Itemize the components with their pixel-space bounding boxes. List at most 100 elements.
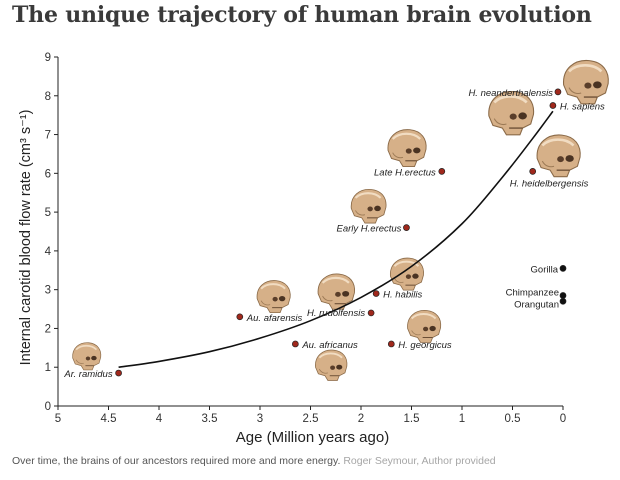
caption: Over time, the brains of our ancestors r… — [12, 455, 496, 467]
skull-au-afarensis-icon — [256, 280, 291, 314]
caption-credit: Roger Seymour, Author provided — [343, 455, 496, 467]
skull-zygomatic — [541, 160, 555, 168]
x-tick-label: 1 — [459, 413, 465, 425]
caption-text: Over time, the brains of our ancestors r… — [12, 455, 341, 467]
y-tick-label: 6 — [45, 168, 51, 180]
x-tick-label: 4 — [156, 413, 163, 425]
point-label: H. rudolfensis — [307, 308, 365, 319]
data-point — [529, 168, 537, 175]
point-label: Orangutan — [514, 299, 559, 310]
point-label: H. habilis — [383, 290, 422, 301]
point-label: H. georgicus — [398, 340, 452, 351]
data-point — [115, 369, 122, 377]
skull-eye-socket — [412, 273, 419, 279]
skull-zygomatic — [355, 210, 366, 216]
data-point — [559, 264, 567, 272]
skull-highlight — [354, 192, 382, 199]
x-tick-label: 1.5 — [404, 413, 420, 425]
skull-eye-socket — [374, 205, 381, 212]
skull-h-neanderthalensis-icon — [563, 60, 609, 105]
skull-h-georgicus-icon — [407, 310, 442, 343]
y-tick-label: 5 — [45, 207, 51, 219]
skull-eye-socket — [413, 147, 421, 154]
x-tick-label: 0.5 — [505, 413, 521, 425]
skull-highlight — [410, 313, 437, 320]
y-tick-label: 1 — [45, 362, 51, 374]
skull-highlight — [493, 95, 528, 104]
data-point — [554, 88, 562, 96]
skull-highlight — [321, 276, 350, 284]
y-tick-label: 0 — [45, 401, 51, 413]
data-point — [367, 309, 375, 317]
point-label: Ar. ramidus — [63, 369, 112, 380]
x-tick-label: 3.5 — [202, 413, 218, 425]
x-tick-label: 4.5 — [101, 413, 117, 425]
skull-eye-socket — [272, 296, 278, 302]
y-axis-label: Internal carotid blood flow rate (cm³ s⁻… — [18, 110, 34, 366]
x-tick-label: 3 — [257, 413, 263, 425]
data-point — [372, 290, 380, 297]
skull-late-h-erectus-icon — [387, 129, 427, 167]
y-tick-label: 7 — [45, 130, 51, 142]
skull-highlight — [260, 283, 286, 290]
skull-eye-socket — [509, 113, 517, 120]
skull-highlight — [75, 344, 98, 351]
skull-eye-socket — [405, 274, 412, 279]
data-point — [292, 340, 299, 348]
x-axis-label: Age (Million years ago) — [236, 429, 389, 446]
skull-h-heidelbergensis-icon — [536, 134, 581, 178]
point-label: Au. afarensis — [246, 313, 303, 324]
point-label: Gorilla — [531, 264, 559, 275]
chart-svg: 5 4.5 4 3.5 3 2.5 2 1.5 1 0.5 0 0 1 2 3 4 5 6 7 8 9 Age (Mill… — [18, 52, 609, 446]
point-label: Au. africanus — [301, 340, 358, 351]
skull-highlight — [318, 352, 343, 359]
trend-curve — [118, 110, 554, 369]
point-label: H. sapiens — [560, 101, 605, 112]
data-point — [559, 292, 567, 299]
skull-highlight — [568, 63, 603, 73]
data-point — [387, 340, 395, 348]
skull-eye-socket — [336, 364, 343, 370]
y-tick-label: 4 — [45, 246, 52, 258]
skull-au-africanus-icon — [315, 349, 348, 381]
point-label: Late H.erectus — [374, 167, 436, 178]
skull-eye-socket — [330, 365, 336, 370]
skull-zygomatic — [322, 295, 333, 302]
skull-zygomatic — [260, 300, 271, 306]
data-point — [438, 168, 446, 175]
skull-zygomatic — [568, 87, 582, 95]
skull-zygomatic — [392, 152, 404, 159]
y-tick-label: 2 — [45, 323, 51, 335]
y-tick-label: 8 — [45, 91, 51, 103]
skull-zygomatic — [394, 277, 404, 283]
skull-eye-socket — [405, 148, 412, 154]
skull-zygomatic — [75, 359, 84, 364]
skull-highlight — [391, 132, 422, 140]
skull-eye-socket — [565, 155, 574, 162]
skull-eye-socket — [593, 81, 602, 89]
skull-eye-socket — [91, 355, 97, 361]
data-point — [403, 224, 410, 231]
skull-h-habilis-icon — [390, 257, 424, 291]
skull-eye-socket — [367, 206, 373, 212]
y-tick-label: 9 — [45, 52, 51, 64]
skull-eye-socket — [85, 356, 91, 361]
skull-zygomatic — [318, 368, 328, 374]
point-label: H. heidelbergensis — [510, 178, 589, 189]
point-label: Early H.erectus — [337, 224, 402, 235]
x-tick-label: 2.5 — [303, 413, 319, 425]
point-label: Chimpanzee — [506, 287, 559, 298]
data-point — [549, 102, 557, 109]
skull-eye-socket — [342, 290, 350, 297]
skull-ar-ramidus-icon — [72, 342, 102, 371]
point-label: H. neanderthalensis — [468, 88, 553, 99]
skull-eye-socket — [423, 326, 429, 332]
skull-highlight — [393, 260, 420, 267]
x-tick-label: 2 — [358, 413, 364, 425]
skull-zygomatic — [493, 118, 507, 126]
skull-zygomatic — [411, 330, 421, 336]
skull-eye-socket — [278, 296, 286, 302]
skull-highlight — [541, 138, 575, 147]
skull-eye-socket — [518, 112, 527, 120]
skull-eye-socket — [557, 156, 564, 163]
